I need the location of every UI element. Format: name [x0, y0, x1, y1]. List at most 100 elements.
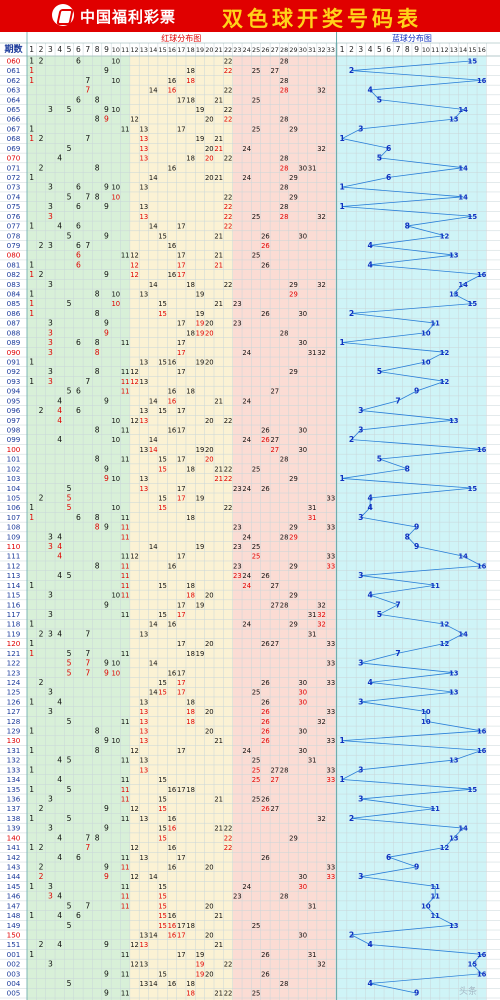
red-ball-number: 9: [104, 600, 109, 609]
blue-ball-number: 9: [414, 542, 419, 551]
red-ball-number: 11: [121, 893, 130, 901]
red-ball-number: 3: [48, 795, 53, 804]
red-ball-number: 16: [168, 87, 177, 95]
red-ball-number: 10: [111, 106, 120, 114]
period-label: 091: [7, 358, 21, 367]
red-ball-number: 10: [111, 184, 120, 192]
red-ball-number: 6: [76, 853, 81, 862]
blue-ball-number: 3: [358, 697, 363, 706]
red-ball-number: 18: [186, 67, 195, 75]
red-ball-number: 9: [104, 736, 109, 745]
red-ball-number: 7: [85, 134, 90, 143]
red-ball-number: 3: [48, 319, 53, 328]
red-ball-number: 16: [168, 397, 177, 405]
red-ball-number: 19: [196, 494, 205, 502]
period-label: 064: [7, 95, 21, 104]
blue-column-number: 8: [405, 45, 410, 54]
header-bar: 中国福利彩票 双色球开奖号码表: [0, 0, 500, 32]
blue-ball-number: 5: [377, 95, 382, 104]
period-label: 122: [7, 659, 21, 668]
period-label: 132: [7, 756, 21, 765]
red-ball-number: 7: [85, 241, 90, 250]
red-ball-number: 18: [186, 718, 195, 726]
period-label: 138: [7, 814, 21, 823]
watermark-text: 头条: [459, 985, 477, 997]
red-ball-number: 5: [67, 484, 72, 493]
red-ball-number: 1: [29, 222, 34, 231]
red-ball-number: 31: [308, 630, 317, 638]
red-ball-number: 22: [224, 87, 233, 95]
red-ball-number: 9: [104, 862, 109, 871]
period-label: 093: [7, 377, 21, 386]
red-ball-number: 27: [270, 582, 279, 590]
red-ball-number: 13: [140, 155, 149, 163]
red-ball-number: 9: [104, 105, 109, 114]
red-ball-number: 19: [196, 961, 205, 969]
blue-ball-number: 15: [468, 57, 478, 65]
red-ball-number: 9: [104, 270, 109, 279]
red-ball-number: 30: [298, 164, 307, 172]
red-ball-number: 6: [76, 911, 81, 920]
red-ball-number: 22: [224, 203, 233, 211]
red-ball-number: 1: [29, 299, 34, 308]
red-ball-number: 30: [298, 232, 307, 240]
red-ball-number: 24: [242, 349, 251, 357]
red-ball-number: 18: [186, 77, 195, 85]
red-ball-number: 1: [29, 134, 34, 143]
red-ball-number: 2: [39, 134, 44, 143]
red-ball-number: 11: [121, 863, 130, 871]
blue-ball-number: 16: [477, 951, 487, 959]
red-ball-number: 1: [29, 290, 34, 299]
period-label: 002: [7, 960, 21, 969]
blue-ball-number: 2: [349, 930, 354, 939]
red-ball-number: 15: [158, 456, 167, 464]
period-label: 079: [7, 241, 21, 250]
red-ball-number: 5: [67, 503, 72, 512]
period-label: 061: [7, 66, 21, 75]
period-label: 088: [7, 328, 21, 337]
red-ball-number: 22: [224, 57, 233, 65]
red-ball-number: 3: [48, 591, 53, 600]
red-ball-number: 11: [121, 776, 130, 784]
period-label: 075: [7, 202, 21, 211]
red-ball-number: 26: [261, 970, 270, 978]
red-ball-number: 32: [317, 87, 326, 95]
red-ball-number: 15: [158, 611, 167, 619]
red-ball-number: 9: [104, 115, 109, 124]
period-label: 097: [7, 416, 21, 425]
red-ball-number: 28: [280, 116, 289, 124]
red-ball-number: 3: [48, 542, 53, 551]
red-ball-number: 25: [252, 689, 261, 697]
red-ball-number: 33: [327, 679, 336, 687]
red-column-number: 19: [196, 46, 204, 54]
blue-column-number: 2: [349, 45, 354, 54]
red-ball-number: 26: [261, 572, 270, 580]
red-ball-number: 16: [168, 912, 177, 920]
red-ball-number: 8: [95, 115, 100, 124]
red-ball-number: 21: [214, 252, 223, 260]
red-ball-number: 27: [270, 776, 279, 784]
period-label: 092: [7, 367, 21, 376]
period-label: 096: [7, 406, 21, 415]
red-ball-number: 1: [29, 727, 34, 736]
red-ball-number: 19: [196, 951, 205, 959]
blue-column-number: 15: [468, 46, 476, 54]
red-ball-number: 29: [289, 592, 298, 600]
blue-ball-number: 15: [468, 300, 478, 308]
red-ball-number: 4: [57, 222, 62, 231]
red-ball-number: 2: [39, 678, 44, 687]
red-ball-number: 15: [158, 902, 167, 910]
red-ball-number: 32: [317, 815, 326, 823]
blue-ball-number: 3: [358, 406, 363, 415]
red-ball-number: 26: [261, 805, 270, 813]
red-column-number: 16: [168, 46, 176, 54]
red-ball-number: 2: [39, 804, 44, 813]
red-ball-number: 26: [261, 698, 270, 706]
period-label: 111: [7, 552, 21, 561]
blue-ball-number: 12: [440, 232, 450, 240]
red-ball-number: 33: [327, 660, 336, 668]
red-ball-number: 17: [177, 261, 186, 269]
red-ball-number: 22: [224, 281, 233, 289]
red-ball-number: 5: [67, 901, 72, 910]
red-ball-number: 3: [48, 377, 53, 386]
